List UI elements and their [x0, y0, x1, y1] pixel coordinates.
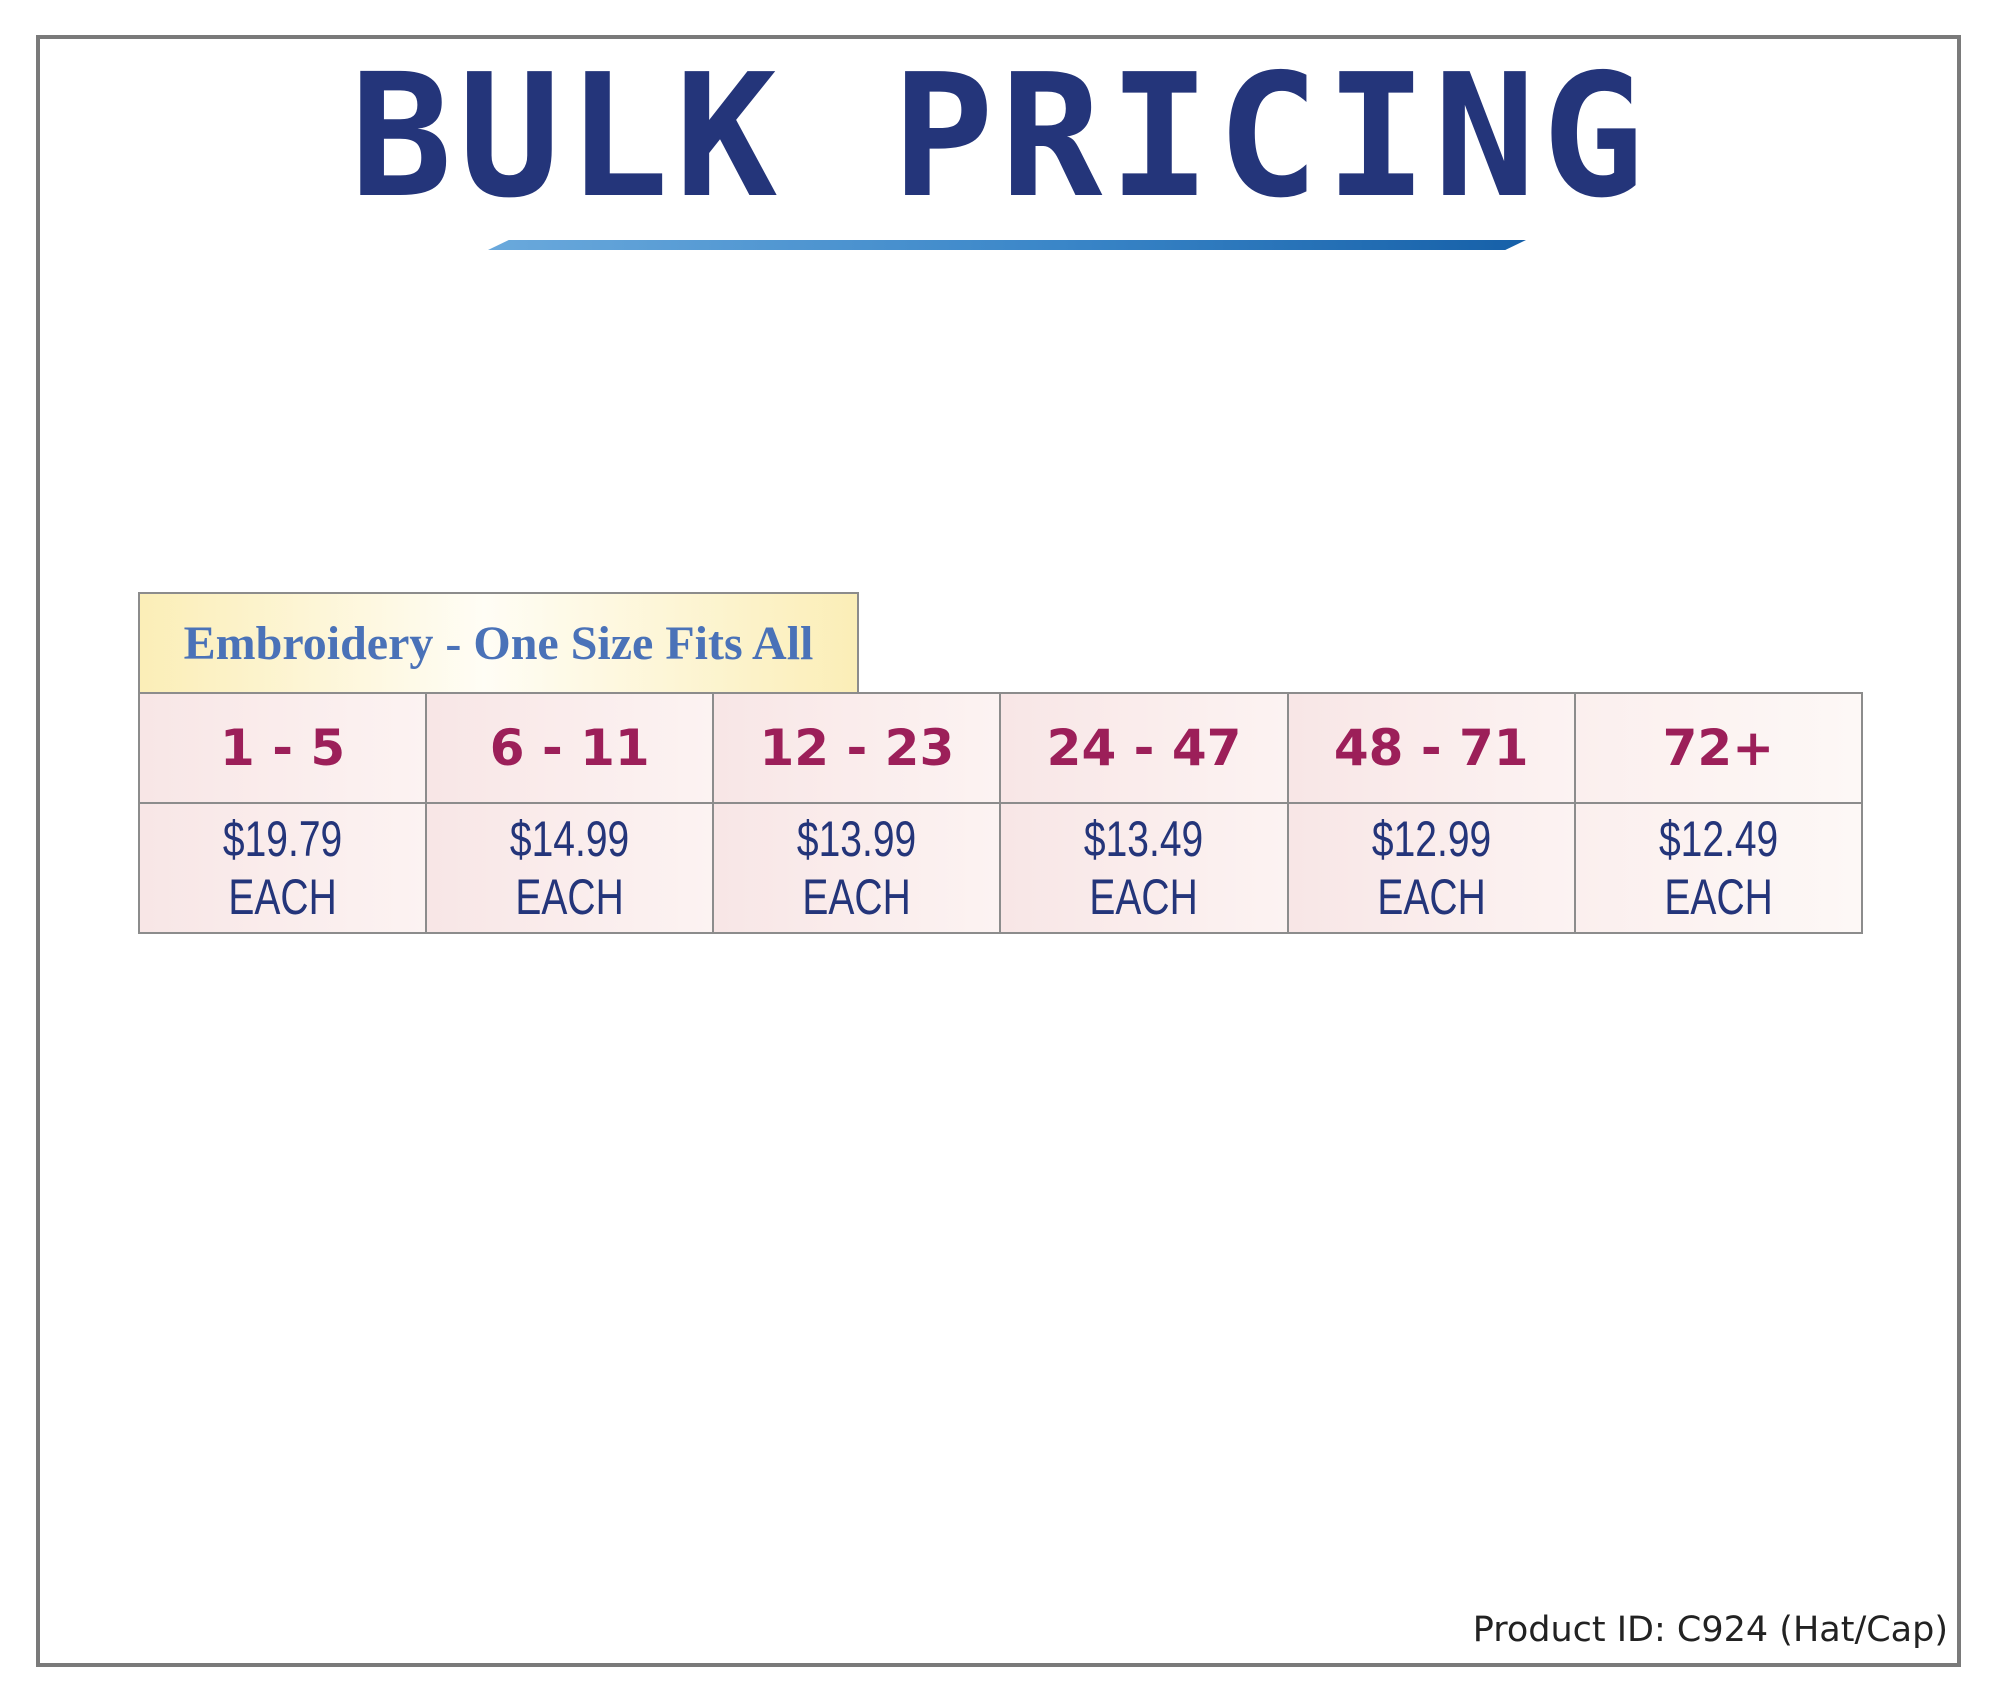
price-cell: $12.49 EACH	[1573, 802, 1864, 934]
quantity-range: 12 - 23	[759, 719, 955, 777]
price-cell: $12.99 EACH	[1286, 802, 1576, 934]
quantity-cell: 48 - 71	[1286, 692, 1576, 804]
section-label: Embroidery - One Size Fits All	[183, 616, 814, 670]
price-cell: $13.49 EACH	[999, 802, 1289, 934]
unit-price: $14.99 EACH	[510, 811, 630, 925]
title-underline	[488, 240, 1526, 250]
page-title: BULK PRICING	[349, 38, 1651, 236]
quantity-cell: 24 - 47	[999, 692, 1289, 804]
unit-price: $12.49 EACH	[1658, 811, 1779, 925]
pricing-table: 1 - 5 6 - 11 12 - 23 24 - 47 48 - 71 72+…	[137, 692, 1864, 934]
price-cell: $19.79 EACH	[137, 802, 428, 934]
product-id: Product ID: C924 (Hat/Cap)	[1472, 1610, 1948, 1650]
price-row: $19.79 EACH $14.99 EACH $13.99 EACH $13.…	[137, 802, 1864, 934]
unit-price: $13.49 EACH	[1084, 811, 1204, 925]
quantity-range: 1 - 5	[220, 719, 346, 777]
price-cell: $14.99 EACH	[425, 802, 715, 934]
quantity-cell: 1 - 5	[137, 692, 428, 804]
section-label-tab: Embroidery - One Size Fits All	[138, 592, 859, 694]
quantity-cell: 12 - 23	[712, 692, 1002, 804]
quantity-range: 24 - 47	[1046, 719, 1242, 777]
unit-price: $19.79 EACH	[222, 811, 343, 925]
quantity-range: 72+	[1662, 719, 1775, 777]
unit-price: $13.99 EACH	[797, 811, 917, 925]
quantity-cell: 72+	[1573, 692, 1864, 804]
price-cell: $13.99 EACH	[712, 802, 1002, 934]
quantity-cell: 6 - 11	[425, 692, 715, 804]
unit-price: $12.99 EACH	[1371, 811, 1491, 925]
quantity-range: 6 - 11	[489, 719, 650, 777]
quantity-row: 1 - 5 6 - 11 12 - 23 24 - 47 48 - 71 72+	[137, 692, 1864, 804]
quantity-range: 48 - 71	[1333, 719, 1529, 777]
